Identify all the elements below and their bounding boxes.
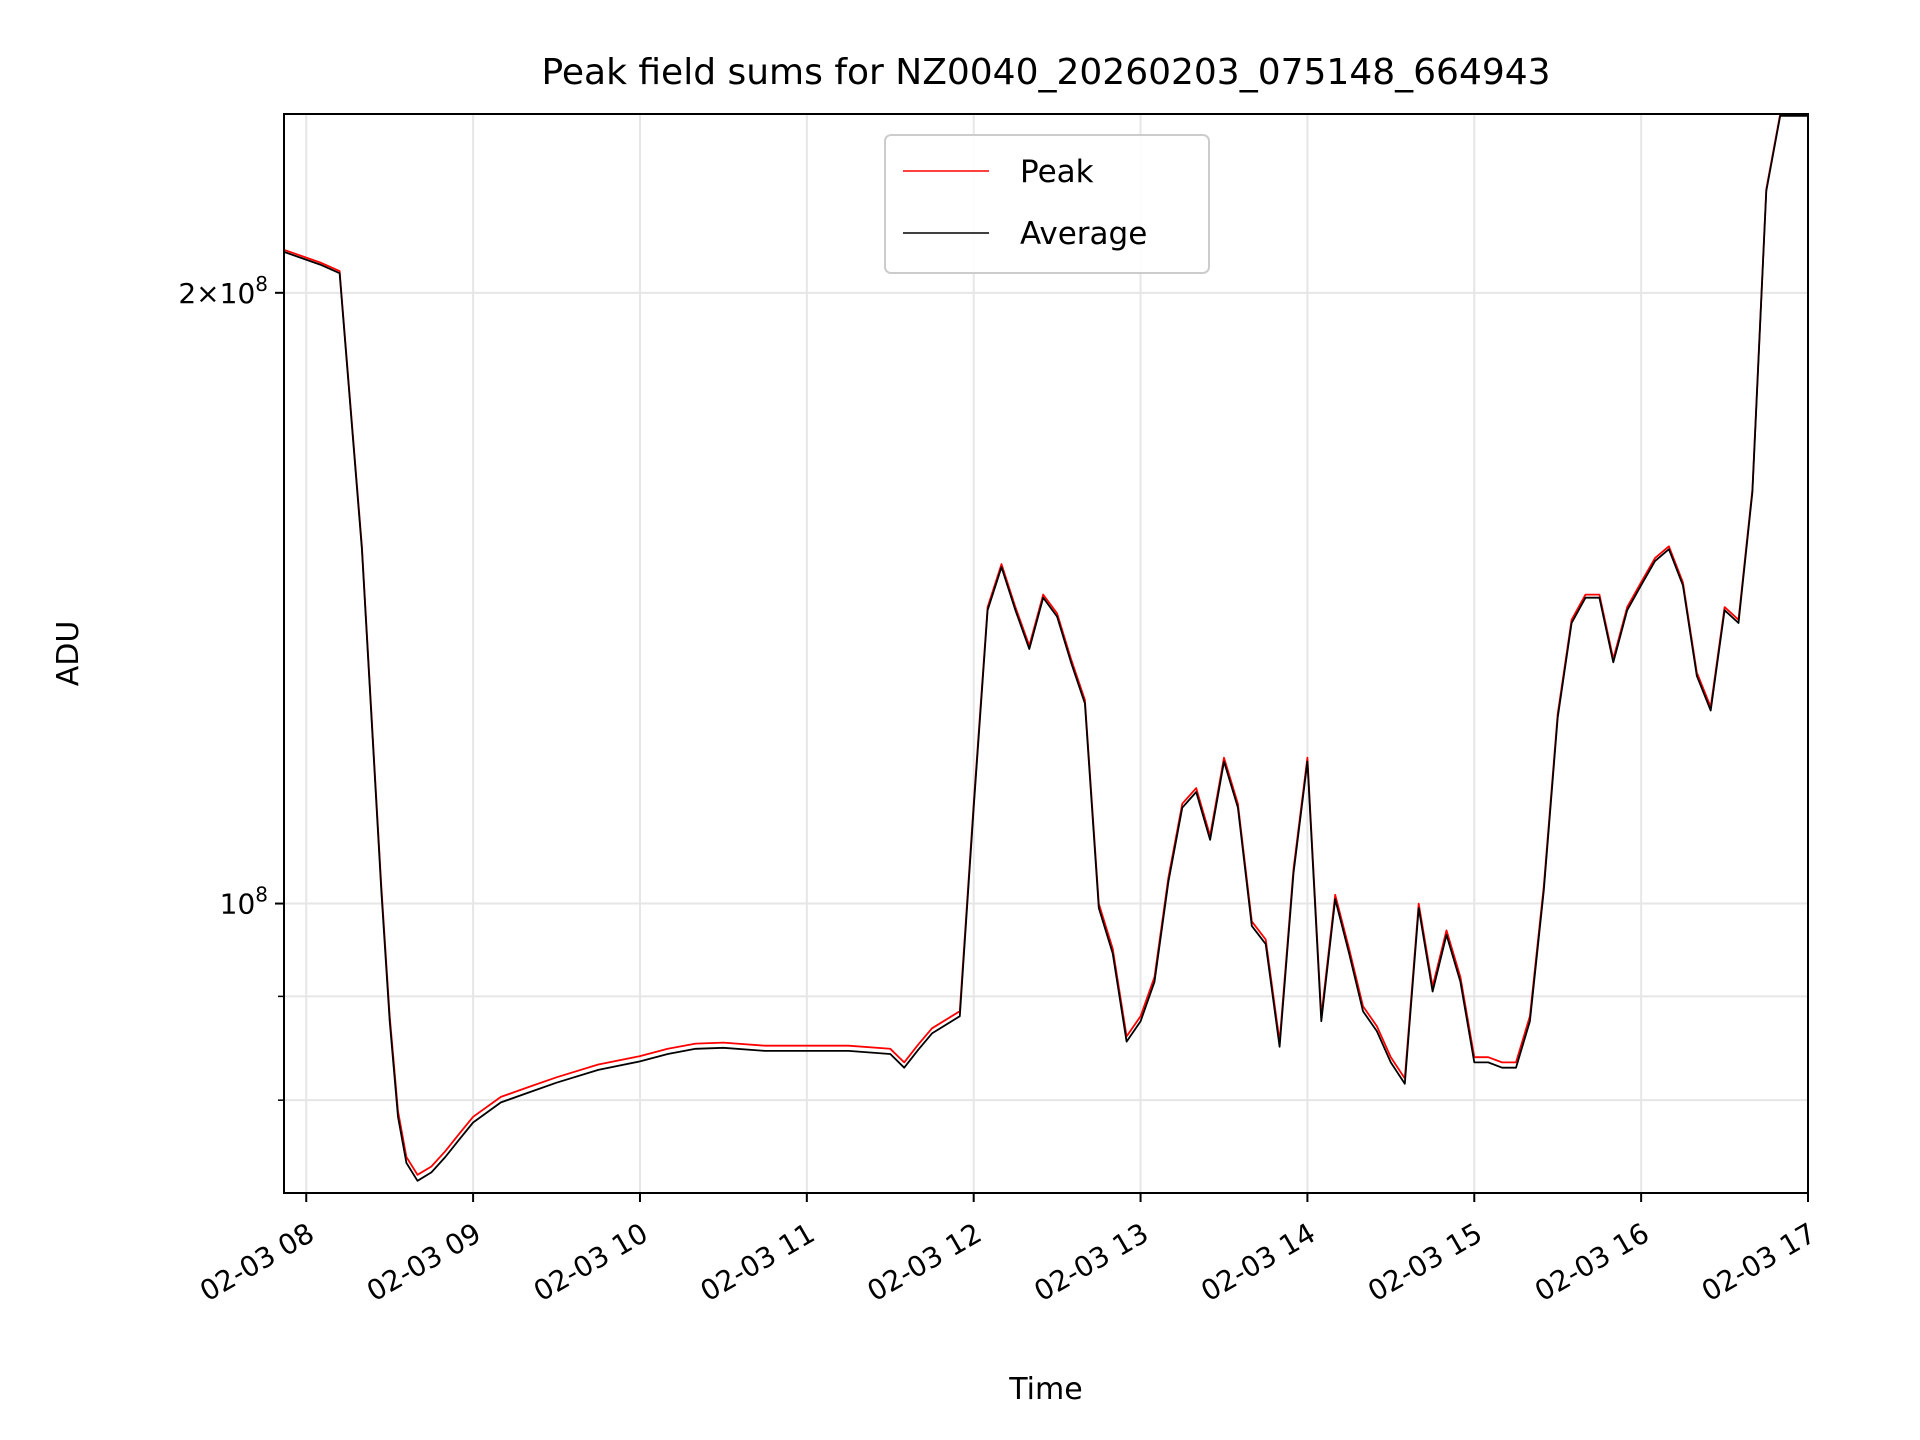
y-tick-label: 108 <box>220 883 268 921</box>
plot-frame <box>283 113 1809 1194</box>
y-axis-ticks: 108 2×108 <box>178 272 284 1101</box>
x-axis-label: Time <box>1008 1372 1082 1407</box>
legend: Peak Average <box>884 134 1210 274</box>
series-line-average <box>283 114 1808 1182</box>
legend-label-average: Average <box>1020 216 1147 252</box>
chart-title: Peak field sums for NZ0040_20260203_0751… <box>541 52 1550 93</box>
series-lines <box>283 113 1808 1182</box>
y-axis-label: ADU <box>51 621 86 687</box>
y-tick-label: 2×108 <box>178 272 268 310</box>
legend-label-peak: Peak <box>1020 154 1094 190</box>
legend-box <box>884 134 1210 274</box>
